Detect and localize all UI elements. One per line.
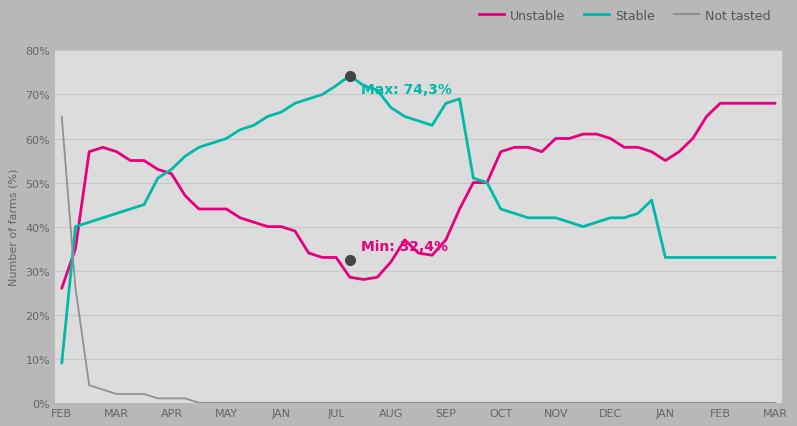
Text: Max: 74,3%: Max: 74,3% bbox=[361, 83, 452, 97]
Text: Min: 32,4%: Min: 32,4% bbox=[361, 240, 448, 254]
Legend: Unstable, Stable, Not tasted: Unstable, Stable, Not tasted bbox=[474, 5, 775, 28]
Y-axis label: Number of farms (%): Number of farms (%) bbox=[8, 169, 18, 285]
